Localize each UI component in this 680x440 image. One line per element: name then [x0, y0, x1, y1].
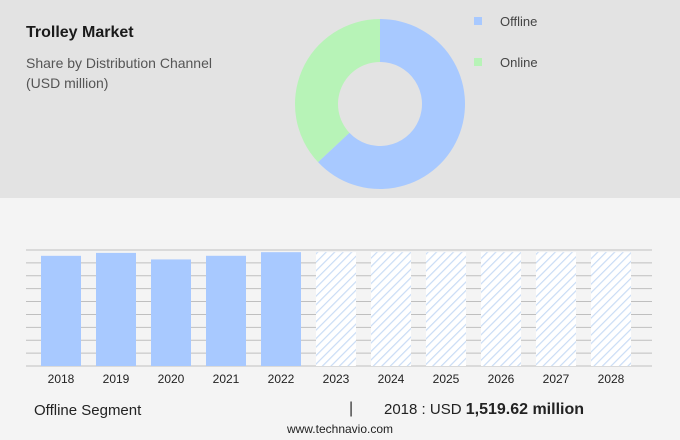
forecast-bar-2025 — [426, 252, 466, 366]
legend-swatch-offline — [474, 17, 482, 25]
donut-chart — [295, 19, 466, 189]
segment-value: 2018 : USD 1,519.62 million — [384, 401, 584, 419]
segment-value-prefix: 2018 : USD — [384, 401, 466, 418]
x-tick-label: 2022 — [268, 372, 295, 386]
summary-panel: Trolley Market Share by Distribution Cha… — [0, 0, 680, 198]
x-tick-label: 2025 — [433, 372, 460, 386]
bar-2018 — [41, 255, 81, 366]
chart-subtitle: Share by Distribution Channel (USD milli… — [26, 53, 266, 93]
forecast-bar-2026 — [481, 252, 521, 366]
bar-2022 — [261, 252, 301, 366]
legend-label-offline: Offline — [500, 13, 538, 29]
forecast-bar-2024 — [371, 252, 411, 366]
chart-title: Trolley Market — [26, 24, 134, 41]
subtitle-line-1: Share by Distribution Channel — [26, 55, 212, 71]
x-tick-label: 2027 — [543, 372, 570, 386]
x-tick-label: 2019 — [103, 372, 130, 386]
forecast-bar-2023 — [316, 252, 356, 366]
bar-chart: 2018 2019 2020 2021 2022 2023 2024 2025 2026 2027… — [26, 249, 652, 386]
footer-separator: | — [349, 400, 354, 417]
donut-slice-offline — [318, 19, 466, 189]
donut-slice-online — [295, 19, 380, 163]
segment-label: Offline Segment — [34, 402, 142, 419]
bar-2020 — [151, 259, 191, 366]
x-tick-label: 2018 — [48, 372, 75, 386]
x-tick-label: 2024 — [378, 372, 405, 386]
legend: Offline Online — [474, 12, 538, 94]
segment-value-amount: 1,519.62 million — [465, 401, 584, 418]
x-tick-label: 2023 — [323, 372, 350, 386]
x-tick-label: 2028 — [598, 372, 625, 386]
x-tick-label: 2020 — [158, 372, 185, 386]
bars — [41, 252, 631, 366]
source-link[interactable]: www.technavio.com — [286, 422, 394, 436]
forecast-bar-2027 — [536, 252, 576, 366]
bar-2019 — [96, 252, 136, 366]
legend-item-online: Online — [474, 53, 538, 71]
bar-2021 — [206, 255, 246, 366]
x-axis-labels: 2018 2019 2020 2021 2022 2023 2024 2025 2026 2027… — [48, 372, 625, 386]
legend-swatch-online — [474, 58, 482, 66]
subtitle-line-2: (USD million) — [26, 75, 109, 91]
x-tick-label: 2026 — [488, 372, 515, 386]
legend-label-online: Online — [500, 54, 538, 70]
forecast-bar-2028 — [591, 252, 631, 366]
x-tick-label: 2021 — [213, 372, 240, 386]
legend-item-offline: Offline — [474, 12, 538, 30]
